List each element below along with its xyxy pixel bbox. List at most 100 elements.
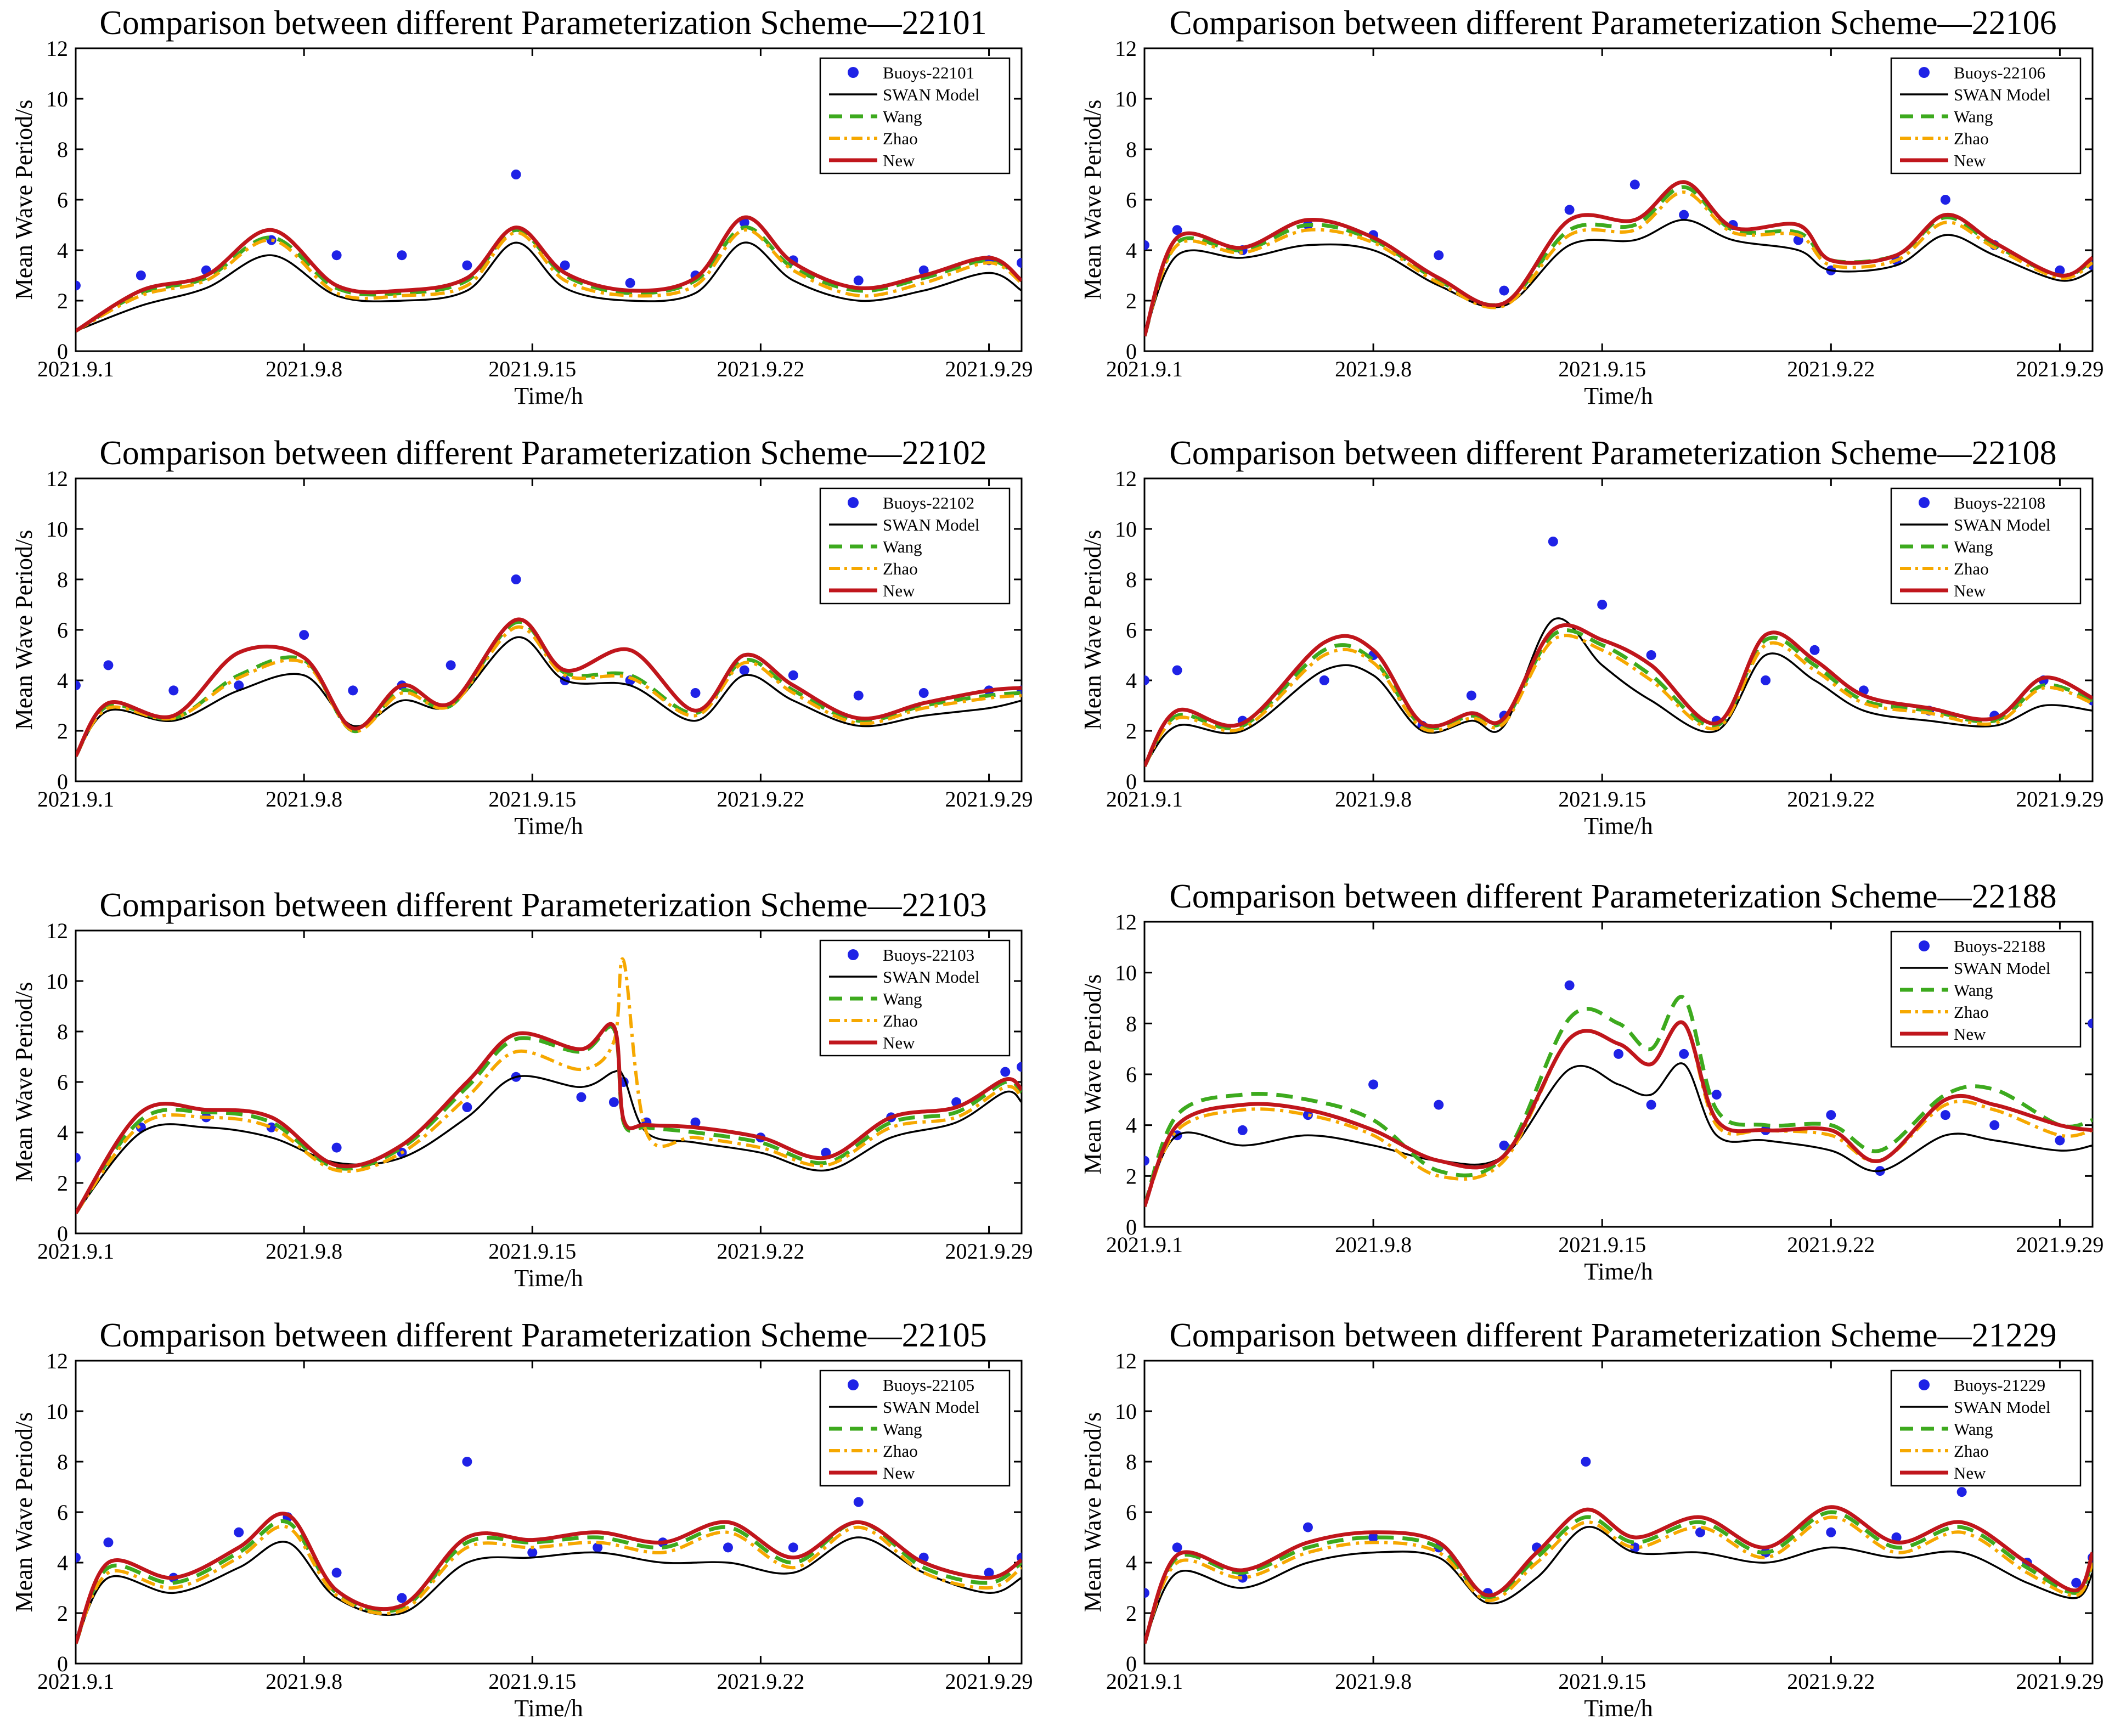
x-axis-label: Time/h — [514, 1265, 583, 1292]
buoy-point — [397, 250, 407, 261]
x-tick-label: 2021.9.29 — [945, 787, 1033, 811]
buoy-point — [1564, 980, 1575, 990]
y-tick-label: 8 — [57, 1019, 68, 1044]
y-tick-label: 12 — [46, 36, 68, 61]
buoy-point — [1614, 1049, 1623, 1059]
legend-marker-buoys — [848, 67, 859, 78]
buoy-point — [1017, 258, 1022, 268]
chart-panel-22101: Comparison between different Parameteriz… — [10, 4, 1033, 409]
legend-label: SWAN Model — [883, 515, 980, 534]
legend-label: Buoys-22108 — [1954, 493, 2045, 512]
chart-title: Comparison between different Parameteriz… — [1169, 1317, 2056, 1354]
legend-label: Buoys-22106 — [1954, 63, 2045, 82]
legend-label: New — [883, 1033, 915, 1052]
legend-label: SWAN Model — [1954, 515, 2051, 534]
x-tick-label: 2021.9.22 — [717, 787, 804, 811]
buoy-point — [462, 1457, 472, 1467]
y-tick-label: 6 — [57, 1070, 68, 1095]
legend-marker-buoys — [1919, 1379, 1930, 1390]
legend-label: SWAN Model — [883, 967, 980, 987]
x-tick-label: 2021.9.8 — [266, 1239, 342, 1264]
legend-label: Zhao — [1954, 1002, 1989, 1022]
buoy-point — [2071, 1577, 2082, 1588]
chart-panel-22106: Comparison between different Parameteriz… — [1079, 4, 2104, 409]
buoy-point — [918, 688, 929, 698]
y-tick-label: 0 — [1126, 1215, 1137, 1239]
legend-label: Wang — [883, 107, 922, 126]
buoy-point — [103, 1537, 114, 1548]
chart-panel-21229: Comparison between different Parameteriz… — [1079, 1317, 2104, 1722]
buoy-point — [723, 1542, 733, 1553]
y-tick-label: 6 — [1126, 1062, 1137, 1087]
buoy-point — [1989, 1120, 2000, 1130]
legend-label: Wang — [1954, 980, 1993, 1000]
chart-title: Comparison between different Parameteriz… — [1169, 878, 2056, 915]
legend-label: Wang — [1954, 107, 1993, 126]
x-tick-label: 2021.9.22 — [1787, 357, 1875, 381]
series-line-wang — [1144, 185, 2093, 337]
buoy-point — [739, 665, 749, 675]
buoy-point — [788, 670, 798, 680]
buoy-point — [1144, 240, 1149, 250]
chart-title: Comparison between different Parameteriz… — [99, 435, 986, 472]
x-axis-label: Time/h — [1584, 1695, 1653, 1722]
x-tick-label: 2021.9.22 — [1787, 1232, 1875, 1257]
x-tick-label: 2021.9.1 — [37, 1239, 114, 1264]
buoy-point — [1144, 675, 1149, 685]
x-tick-label: 2021.9.15 — [488, 1669, 576, 1694]
y-tick-label: 10 — [46, 1399, 68, 1424]
legend-marker-buoys — [848, 949, 859, 960]
y-tick-label: 4 — [1126, 668, 1137, 693]
y-axis-label: Mean Wave Period/s — [10, 100, 37, 300]
y-tick-label: 2 — [57, 1171, 68, 1196]
x-tick-label: 2021.9.22 — [717, 1239, 804, 1264]
buoy-point — [853, 690, 864, 701]
buoy-point — [234, 1527, 244, 1537]
series-line-swan-model — [1144, 1526, 2093, 1644]
x-tick-label: 2021.9.1 — [37, 1669, 114, 1694]
x-tick-label: 2021.9.15 — [488, 357, 576, 381]
buoy-point — [1646, 1100, 1656, 1110]
buoy-point — [1711, 1090, 1722, 1100]
legend-marker-buoys — [848, 1379, 859, 1390]
chart-title: Comparison between different Parameteriz… — [1169, 4, 2056, 42]
buoy-point — [690, 1117, 701, 1128]
legend-label: Wang — [883, 537, 922, 556]
x-tick-label: 2021.9.29 — [2016, 357, 2104, 381]
y-tick-label: 2 — [1126, 719, 1137, 743]
buoy-point — [103, 660, 114, 670]
buoy-point — [1646, 650, 1656, 660]
y-tick-label: 10 — [1115, 1399, 1137, 1424]
buoy-point — [1144, 1588, 1149, 1598]
legend-label: Zhao — [883, 129, 918, 148]
chart-panel-22102: Comparison between different Parameteriz… — [10, 435, 1033, 839]
x-tick-label: 2021.9.15 — [488, 1239, 576, 1264]
legend-label: New — [1954, 581, 1986, 600]
buoy-point — [511, 574, 521, 584]
legend-label: Zhao — [883, 1441, 918, 1461]
y-tick-label: 6 — [1126, 618, 1137, 642]
buoy-point — [1761, 675, 1771, 685]
plot-marks — [1144, 537, 2093, 768]
y-tick-label: 4 — [57, 1120, 68, 1145]
legend-label: SWAN Model — [1954, 1397, 2051, 1417]
x-tick-label: 2021.9.8 — [1335, 1669, 1412, 1694]
chart-title: Comparison between different Parameteriz… — [99, 4, 986, 42]
buoy-point — [511, 170, 521, 179]
y-tick-label: 8 — [57, 1450, 68, 1474]
y-tick-label: 0 — [1126, 769, 1137, 794]
series-line-wang — [1144, 995, 2093, 1208]
buoy-point — [576, 1092, 587, 1102]
legend-label: Zhao — [1954, 559, 1989, 578]
legend-marker-buoys — [848, 497, 859, 508]
y-tick-label: 2 — [1126, 1164, 1137, 1188]
y-tick-label: 10 — [46, 87, 68, 111]
series-line-zhao — [1144, 1515, 2093, 1644]
y-axis-label: Mean Wave Period/s — [1079, 100, 1106, 300]
buoy-point — [76, 680, 81, 691]
x-tick-label: 2021.9.29 — [2016, 1232, 2104, 1257]
x-axis-label: Time/h — [1584, 1258, 1653, 1285]
plot-marks — [76, 574, 1022, 757]
